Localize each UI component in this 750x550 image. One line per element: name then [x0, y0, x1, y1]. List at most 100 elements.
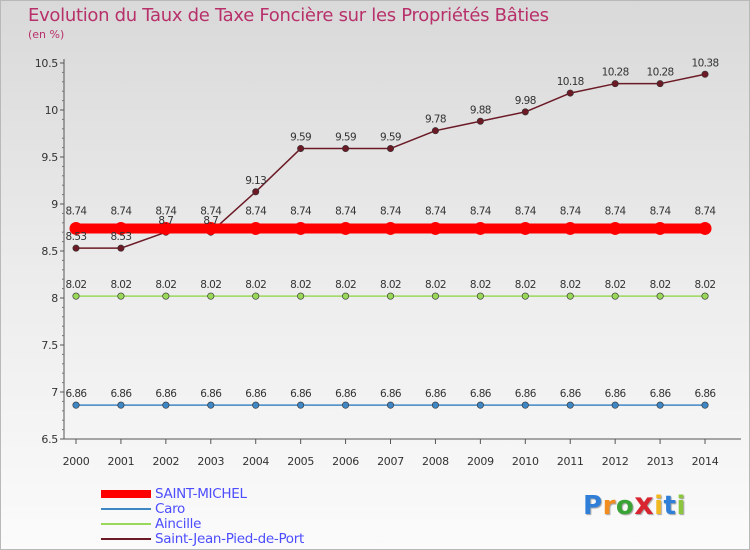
data-point [698, 221, 712, 235]
legend-swatch [101, 537, 151, 540]
x-tick-label: 2013 [647, 455, 674, 468]
x-tick-label: 2003 [197, 455, 224, 468]
legend-label: Caro [155, 500, 186, 517]
legend-item: Caro [101, 500, 304, 517]
x-tick-label: 2006 [332, 455, 359, 468]
data-label: 8.74 [650, 205, 672, 217]
legend-item: Aincille [101, 516, 304, 532]
logo-letter: i [654, 491, 664, 521]
data-labels: 8.53 8.53 8.7 8.7 9.13 9.59 9.59 9.59 9.78 9.88 9.… [66, 57, 720, 400]
data-point [431, 127, 439, 135]
data-label: 8.7 [203, 215, 218, 227]
data-label: 6.86 [560, 388, 582, 400]
logo-letter: t [663, 491, 677, 521]
data-point [384, 221, 398, 235]
data-label: 8.02 [425, 279, 446, 291]
data-point [72, 244, 80, 252]
data-label: 8.02 [335, 279, 356, 291]
legend-swatch [101, 522, 151, 525]
data-label: 9.98 [515, 95, 536, 107]
y-tick-label: 8 [51, 292, 58, 305]
data-point [566, 89, 574, 97]
legend-item: SAINT-MICHEL [101, 485, 304, 502]
data-point [117, 292, 125, 300]
x-tick-label: 2011 [557, 455, 584, 468]
data-point [252, 292, 260, 300]
data-point [252, 188, 260, 196]
data-label: 8.74 [110, 205, 132, 217]
data-label: 8.74 [515, 205, 537, 217]
data-point [476, 401, 484, 409]
data-point [342, 292, 350, 300]
data-label: 6.86 [650, 388, 672, 400]
x-tick-label: 2014 [692, 455, 719, 468]
data-point [339, 221, 353, 235]
data-label: 6.86 [335, 388, 357, 400]
data-label: 8.7 [158, 215, 173, 227]
legend-swatch [101, 489, 151, 498]
data-label: 10.28 [647, 67, 674, 79]
series-lines [76, 73, 706, 406]
logo-letter: P [583, 491, 603, 521]
data-point [342, 145, 350, 153]
data-point [387, 292, 395, 300]
data-label: 9.59 [290, 132, 311, 144]
data-label: 8.02 [110, 279, 131, 291]
data-label: 8.74 [695, 205, 717, 217]
x-tick-label: 2012 [602, 455, 629, 468]
x-tick-label: 2009 [467, 455, 494, 468]
data-label: 8.02 [650, 279, 671, 291]
data-label: 6.86 [245, 388, 267, 400]
data-point [114, 221, 128, 235]
data-label: 8.74 [605, 205, 627, 217]
data-label: 6.86 [200, 388, 222, 400]
legend-label: Saint-Jean-Pied-de-Port [155, 530, 305, 547]
data-point [611, 401, 619, 409]
data-point [342, 401, 350, 409]
data-label: 8.02 [200, 279, 221, 291]
data-point [207, 292, 215, 300]
legend-label: SAINT-MICHEL [155, 485, 247, 502]
data-point [566, 292, 574, 300]
data-label: 6.86 [380, 388, 402, 400]
data-point [701, 292, 709, 300]
data-label: 9.78 [425, 114, 446, 126]
data-label: 6.86 [66, 388, 88, 400]
proxiti-logo: Proxiti [583, 487, 686, 522]
x-tick-label: 2008 [422, 455, 449, 468]
data-point [297, 292, 305, 300]
x-tick-label: 2004 [242, 455, 269, 468]
data-point [162, 401, 170, 409]
data-label: 9.59 [380, 132, 401, 144]
data-label: 8.74 [66, 205, 88, 217]
data-label: 8.74 [245, 205, 267, 217]
data-label: 8.02 [515, 279, 536, 291]
logo-letter: i [676, 491, 686, 521]
data-label: 6.86 [290, 388, 312, 400]
data-label: 8.02 [380, 279, 401, 291]
data-label: 8.02 [560, 279, 581, 291]
data-label: 8.02 [695, 279, 716, 291]
data-label: 6.86 [695, 388, 717, 400]
data-label: 8.02 [66, 279, 87, 291]
x-tick-label: 2005 [287, 455, 314, 468]
data-point [701, 401, 709, 409]
data-point [566, 401, 574, 409]
data-point [159, 221, 173, 235]
data-label: 6.86 [425, 388, 447, 400]
data-label: 9.59 [335, 132, 356, 144]
data-point [249, 221, 263, 235]
data-label: 10.28 [602, 67, 629, 79]
data-point [204, 221, 218, 235]
data-label: 9.13 [245, 175, 266, 187]
data-label: 8.02 [470, 279, 491, 291]
data-point [72, 401, 80, 409]
series-points [69, 70, 712, 409]
data-label: 6.86 [155, 388, 177, 400]
legend: SAINT-MICHEL Caro Aincille Saint-Jean-Pied-… [101, 485, 305, 547]
data-point [72, 292, 80, 300]
data-label: 8.74 [155, 205, 177, 217]
data-point [611, 80, 619, 88]
data-point [207, 401, 215, 409]
data-point [521, 292, 529, 300]
